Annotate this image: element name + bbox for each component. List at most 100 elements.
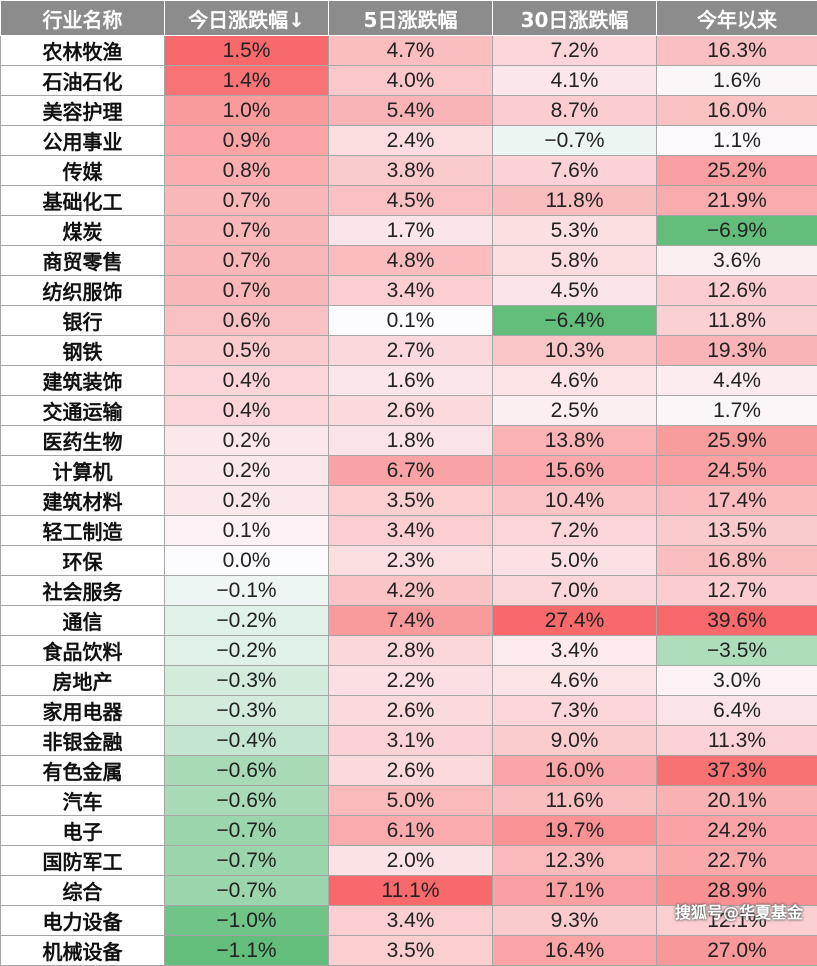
today-change-cell: 0.4% bbox=[165, 396, 329, 426]
today-change-cell: 0.5% bbox=[165, 336, 329, 366]
5day-change-cell: 3.1% bbox=[329, 726, 493, 756]
industry-name-cell: 汽车 bbox=[1, 786, 165, 816]
30day-change-cell: 8.7% bbox=[493, 96, 657, 126]
30day-change-cell: −0.7% bbox=[493, 126, 657, 156]
table-row: 食品饮料−0.2%2.8%3.4%−3.5% bbox=[1, 636, 817, 666]
header-5day-change[interactable]: 5日涨跌幅 bbox=[329, 1, 493, 36]
30day-change-cell: 7.2% bbox=[493, 36, 657, 66]
today-change-cell: 0.6% bbox=[165, 306, 329, 336]
5day-change-cell: 3.5% bbox=[329, 486, 493, 516]
5day-change-cell: 0.1% bbox=[329, 306, 493, 336]
industry-name-cell: 医药生物 bbox=[1, 426, 165, 456]
ytd-change-cell: 27.0% bbox=[657, 936, 817, 966]
industry-name-cell: 轻工制造 bbox=[1, 516, 165, 546]
5day-change-cell: 2.2% bbox=[329, 666, 493, 696]
30day-change-cell: 2.5% bbox=[493, 396, 657, 426]
ytd-change-cell: 1.7% bbox=[657, 396, 817, 426]
5day-change-cell: 1.7% bbox=[329, 216, 493, 246]
ytd-change-cell: 12.7% bbox=[657, 576, 817, 606]
industry-name-cell: 环保 bbox=[1, 546, 165, 576]
today-change-cell: 0.4% bbox=[165, 366, 329, 396]
today-change-cell: 0.2% bbox=[165, 486, 329, 516]
5day-change-cell: 11.1% bbox=[329, 876, 493, 906]
ytd-change-cell: 25.2% bbox=[657, 156, 817, 186]
30day-change-cell: 12.3% bbox=[493, 846, 657, 876]
today-change-cell: −0.6% bbox=[165, 786, 329, 816]
industry-name-cell: 机械设备 bbox=[1, 936, 165, 966]
ytd-change-cell: 22.7% bbox=[657, 846, 817, 876]
5day-change-cell: 4.7% bbox=[329, 36, 493, 66]
industry-name-cell: 石油石化 bbox=[1, 66, 165, 96]
5day-change-cell: 2.6% bbox=[329, 696, 493, 726]
industry-name-cell: 建筑材料 bbox=[1, 486, 165, 516]
5day-change-cell: 6.1% bbox=[329, 816, 493, 846]
industry-name-cell: 通信 bbox=[1, 606, 165, 636]
header-30day-change[interactable]: 30日涨跌幅 bbox=[493, 1, 657, 36]
5day-change-cell: 1.6% bbox=[329, 366, 493, 396]
5day-change-cell: 3.5% bbox=[329, 936, 493, 966]
industry-name-cell: 纺织服饰 bbox=[1, 276, 165, 306]
industry-name-cell: 有色金属 bbox=[1, 756, 165, 786]
header-industry-name[interactable]: 行业名称 bbox=[1, 1, 165, 36]
30day-change-cell: 11.8% bbox=[493, 186, 657, 216]
table-row: 社会服务−0.1%4.2%7.0%12.7% bbox=[1, 576, 817, 606]
30day-change-cell: 3.4% bbox=[493, 636, 657, 666]
industry-name-cell: 电力设备 bbox=[1, 906, 165, 936]
today-change-cell: 0.7% bbox=[165, 246, 329, 276]
industry-name-cell: 房地产 bbox=[1, 666, 165, 696]
today-change-cell: −0.7% bbox=[165, 846, 329, 876]
30day-change-cell: 5.3% bbox=[493, 216, 657, 246]
30day-change-cell: 5.8% bbox=[493, 246, 657, 276]
today-change-cell: 1.5% bbox=[165, 36, 329, 66]
today-change-cell: −1.0% bbox=[165, 906, 329, 936]
today-change-cell: −0.2% bbox=[165, 606, 329, 636]
ytd-change-cell: 39.6% bbox=[657, 606, 817, 636]
5day-change-cell: 3.4% bbox=[329, 276, 493, 306]
ytd-change-cell: −3.5% bbox=[657, 636, 817, 666]
ytd-change-cell: 11.8% bbox=[657, 306, 817, 336]
ytd-change-cell: 16.8% bbox=[657, 546, 817, 576]
5day-change-cell: 6.7% bbox=[329, 456, 493, 486]
5day-change-cell: 3.4% bbox=[329, 516, 493, 546]
ytd-change-cell: 13.5% bbox=[657, 516, 817, 546]
30day-change-cell: 4.5% bbox=[493, 276, 657, 306]
table-row: 房地产−0.3%2.2%4.6%3.0% bbox=[1, 666, 817, 696]
30day-change-cell: 17.1% bbox=[493, 876, 657, 906]
today-change-cell: 0.7% bbox=[165, 216, 329, 246]
today-change-cell: 1.4% bbox=[165, 66, 329, 96]
today-change-cell: 1.0% bbox=[165, 96, 329, 126]
ytd-change-cell: 24.2% bbox=[657, 816, 817, 846]
today-change-cell: −0.2% bbox=[165, 636, 329, 666]
industry-name-cell: 农林牧渔 bbox=[1, 36, 165, 66]
ytd-change-cell: 3.6% bbox=[657, 246, 817, 276]
ytd-change-cell: 4.4% bbox=[657, 366, 817, 396]
table-row: 非银金融−0.4%3.1%9.0%11.3% bbox=[1, 726, 817, 756]
ytd-change-cell: 12.6% bbox=[657, 276, 817, 306]
header-ytd-change[interactable]: 今年以来 bbox=[657, 1, 817, 36]
30day-change-cell: 10.3% bbox=[493, 336, 657, 366]
industry-name-cell: 煤炭 bbox=[1, 216, 165, 246]
header-today-change[interactable]: 今日涨跌幅↓ bbox=[165, 1, 329, 36]
5day-change-cell: 3.4% bbox=[329, 906, 493, 936]
5day-change-cell: 4.0% bbox=[329, 66, 493, 96]
industry-name-cell: 钢铁 bbox=[1, 336, 165, 366]
today-change-cell: 0.1% bbox=[165, 516, 329, 546]
industry-name-cell: 美容护理 bbox=[1, 96, 165, 126]
5day-change-cell: 2.4% bbox=[329, 126, 493, 156]
30day-change-cell: 27.4% bbox=[493, 606, 657, 636]
30day-change-cell: 10.4% bbox=[493, 486, 657, 516]
industry-name-cell: 电子 bbox=[1, 816, 165, 846]
